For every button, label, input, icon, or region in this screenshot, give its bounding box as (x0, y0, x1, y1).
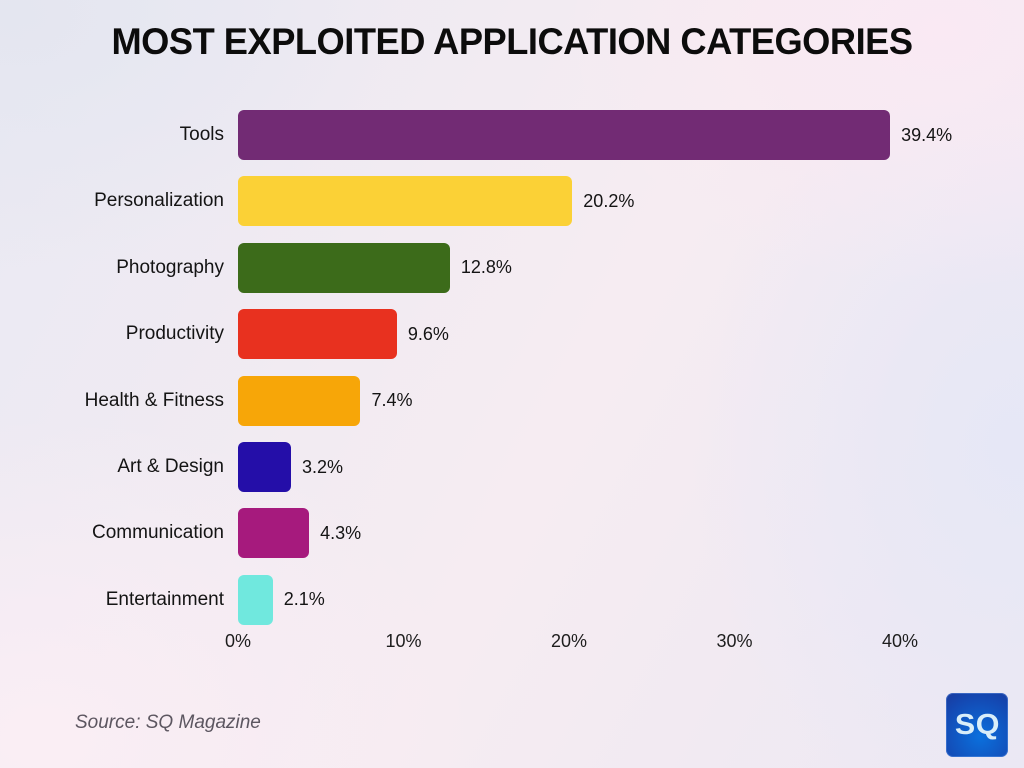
bar (238, 309, 397, 360)
logo-text: SQ (954, 708, 1000, 741)
value-label: 7.4% (371, 390, 413, 411)
bar-row: Art & Design 3.2% (0, 442, 343, 492)
bar-row: Communication 4.3% (0, 508, 362, 559)
bar-row: Tools 39.4% (0, 110, 952, 160)
bar (238, 242, 450, 293)
category-label: Entertainment (105, 588, 224, 610)
bar-row: Health & Fitness 7.4% (0, 375, 413, 426)
category-label: Health & Fitness (84, 389, 224, 411)
bar-row: Productivity 9.6% (0, 309, 449, 360)
category-label: Photography (116, 256, 224, 278)
bar-row: Photography 12.8% (0, 242, 512, 293)
value-label: 20.2% (583, 190, 635, 211)
bar (238, 442, 291, 492)
sq-magazine-logo: SQ (946, 693, 1008, 757)
category-label: Productivity (125, 323, 224, 345)
category-label: Personalization (94, 190, 224, 212)
value-label: 2.1% (283, 589, 325, 610)
value-label: 39.4% (901, 124, 953, 145)
category-label: Communication (92, 522, 224, 544)
chart-title: MOST EXPLOITED APPLICATION CATEGORIES (111, 21, 913, 62)
value-label: 4.3% (320, 522, 362, 543)
bar (238, 375, 361, 426)
bar-row: Entertainment 2.1% (0, 574, 325, 625)
category-label: Tools (179, 124, 224, 145)
source-caption: Source: SQ Magazine (75, 712, 261, 733)
bar (238, 574, 273, 625)
bar-row: Personalization 20.2% (0, 176, 635, 227)
bar (238, 110, 891, 160)
value-label: 9.6% (407, 323, 449, 344)
value-label: 12.8% (460, 257, 512, 278)
bar (238, 508, 310, 559)
value-label: 3.2% (301, 456, 343, 477)
category-label: Art & Design (117, 456, 224, 477)
bar (238, 176, 573, 227)
